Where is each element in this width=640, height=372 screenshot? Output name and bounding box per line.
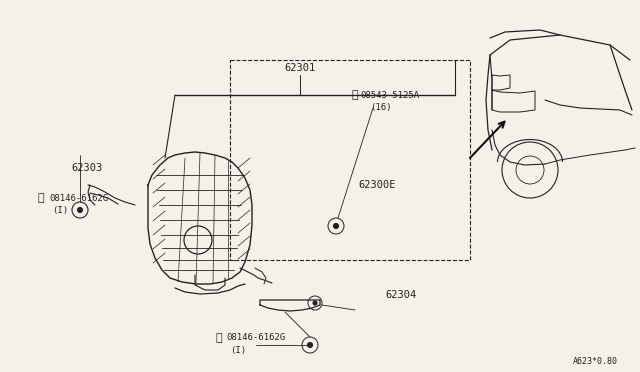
Text: 08146-6162G: 08146-6162G: [226, 334, 285, 343]
Circle shape: [313, 301, 317, 305]
Circle shape: [333, 224, 339, 228]
Text: A623*0.80: A623*0.80: [573, 357, 618, 366]
Circle shape: [307, 343, 312, 347]
Text: 62301: 62301: [284, 63, 316, 73]
Text: (I): (I): [52, 205, 68, 215]
Text: 62304: 62304: [385, 290, 416, 300]
Text: (I): (I): [230, 346, 246, 355]
Text: 08543-5125A: 08543-5125A: [360, 90, 419, 99]
Text: Ⓑ: Ⓑ: [38, 193, 45, 203]
Text: Ⓑ: Ⓑ: [215, 333, 221, 343]
Text: 08146-6162G: 08146-6162G: [49, 193, 108, 202]
Bar: [230, 60, 470, 260]
Text: 62303: 62303: [72, 163, 102, 173]
Circle shape: [77, 208, 83, 212]
Text: (16): (16): [370, 103, 392, 112]
Text: Ⓢ: Ⓢ: [351, 90, 358, 100]
Text: 62300E: 62300E: [358, 180, 396, 190]
